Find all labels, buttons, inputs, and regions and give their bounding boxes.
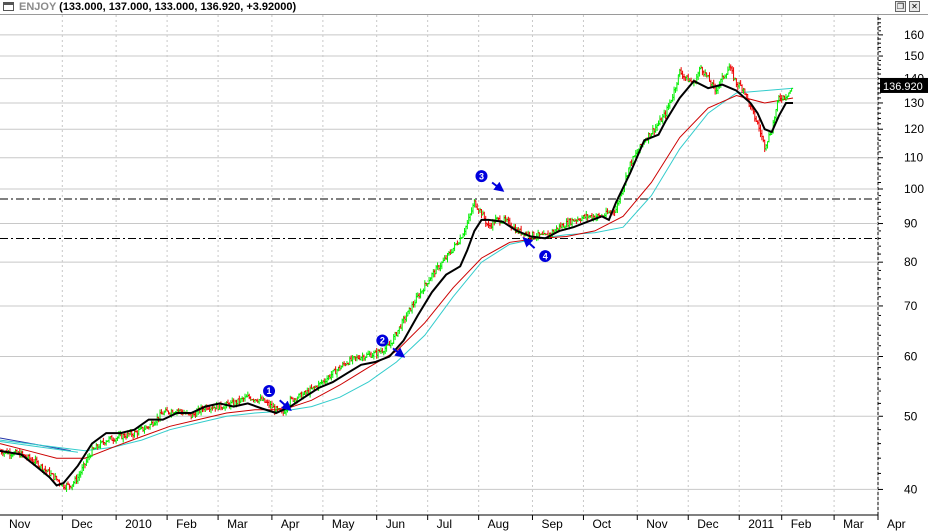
- x-tick-label: Dec: [71, 517, 92, 531]
- x-tick-label: Nov: [646, 517, 667, 531]
- annotation-arrow-3: [491, 181, 505, 192]
- close-icon[interactable]: ✕: [909, 1, 920, 12]
- x-tick-label: Nov: [9, 517, 30, 531]
- x-tick-label: 2011: [748, 517, 774, 531]
- ohlc-readout: (133.000, 137.000, 133.000, 136.920, +3.…: [59, 1, 297, 13]
- last-price-label: 136.920: [883, 81, 923, 93]
- annotation-label-2: 2: [380, 336, 385, 346]
- x-tick-label: Jul: [437, 517, 452, 531]
- red-moving-average: [0, 94, 794, 459]
- x-tick-label: Feb: [176, 517, 197, 531]
- x-tick-label: Apr: [887, 517, 906, 531]
- y-tick-label: 110: [904, 151, 923, 165]
- x-tick-label: Feb: [791, 517, 812, 531]
- window-title: ENJOY (133.000, 137.000, 133.000, 136.92…: [19, 1, 296, 13]
- y-tick-label: 50: [904, 409, 918, 423]
- y-tick-label: 100: [904, 182, 924, 196]
- annotation-marker-4: [539, 250, 552, 263]
- last-price-box: [880, 77, 928, 93]
- annotation-arrow-1: [279, 399, 292, 412]
- black-moving-average: [0, 79, 793, 487]
- y-tick-label: 150: [904, 49, 924, 63]
- trendline: [0, 441, 78, 453]
- x-tick-label: Dec: [697, 517, 718, 531]
- annotation-label-4: 4: [543, 251, 548, 261]
- y-tick-label: 130: [904, 96, 924, 110]
- y-tick-label: 60: [904, 349, 918, 363]
- restore-icon[interactable]: ❐: [895, 1, 906, 12]
- annotation-label-3: 3: [479, 171, 484, 181]
- window-titlebar: ENJOY (133.000, 137.000, 133.000, 136.92…: [0, 0, 928, 15]
- symbol-label: ENJOY: [19, 1, 57, 13]
- y-tick-label: 70: [904, 299, 918, 313]
- annotation-marker-1: [263, 385, 276, 398]
- y-tick-label: 120: [904, 122, 924, 136]
- annotation-marker-2: [376, 334, 389, 347]
- x-tick-label: Apr: [281, 517, 300, 531]
- x-tick-label: Oct: [592, 517, 611, 531]
- x-tick-label: Jun: [386, 517, 405, 531]
- window-icon[interactable]: [3, 2, 14, 11]
- annotation-arrow-4: [522, 237, 536, 249]
- x-tick-label: Mar: [227, 517, 248, 531]
- x-tick-label: Aug: [488, 517, 509, 531]
- x-tick-label: 2010: [125, 517, 152, 531]
- y-tick-label: 160: [904, 28, 924, 42]
- y-axis-panel: [878, 15, 928, 532]
- y-tick-label: 90: [904, 217, 918, 231]
- price-chart: 405060708090100110120130140150160NovDec2…: [0, 15, 928, 532]
- y-tick-label: 80: [904, 255, 918, 269]
- cyan-moving-average: [0, 87, 794, 452]
- x-tick-label: Mar: [843, 517, 864, 531]
- x-tick-label: Sep: [541, 517, 563, 531]
- x-tick-label: May: [332, 517, 355, 531]
- annotation-marker-3: [475, 170, 488, 183]
- annotation-label-1: 1: [267, 386, 272, 396]
- annotation-arrow-2: [392, 347, 406, 358]
- y-tick-label: 40: [904, 482, 918, 496]
